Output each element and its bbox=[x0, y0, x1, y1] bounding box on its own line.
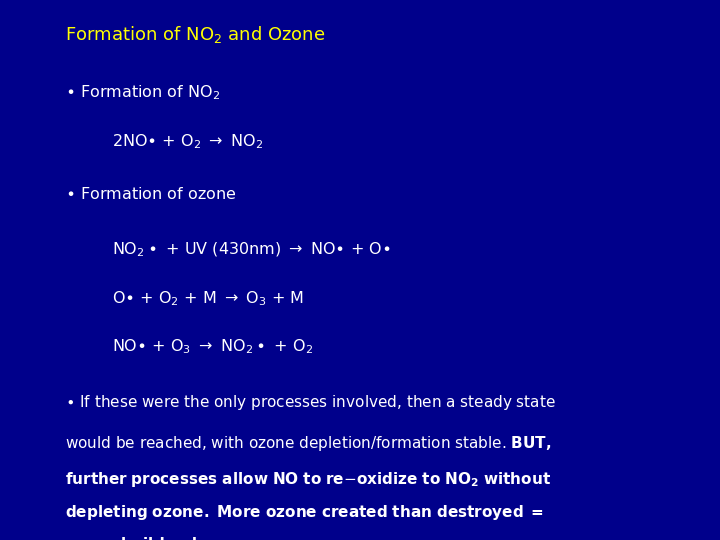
Text: $\bullet$ Formation of ozone: $\bullet$ Formation of ozone bbox=[65, 186, 236, 202]
Text: NO$\bullet$ + O$_3$ $\rightarrow$ NO$_2\bullet$ + O$_2$: NO$\bullet$ + O$_3$ $\rightarrow$ NO$_2\… bbox=[112, 338, 312, 356]
Text: Formation of NO$_2$ and Ozone: Formation of NO$_2$ and Ozone bbox=[65, 24, 325, 45]
Text: 2NO$\bullet$ + O$_2$ $\rightarrow$ NO$_2$: 2NO$\bullet$ + O$_2$ $\rightarrow$ NO$_2… bbox=[112, 132, 263, 151]
Text: $\mathbf{ozone\ build\ up!}$: $\mathbf{ozone\ build\ up!}$ bbox=[65, 535, 197, 540]
Text: $\mathbf{depleting\ ozone.\ More\ ozone\ created\ than\ destroyed\ =}$: $\mathbf{depleting\ ozone.\ More\ ozone\… bbox=[65, 503, 544, 522]
Text: $\bullet$ Formation of NO$_2$: $\bullet$ Formation of NO$_2$ bbox=[65, 84, 220, 103]
Text: $\bullet$ If these were the only processes involved, then a steady state: $\bullet$ If these were the only process… bbox=[65, 393, 556, 412]
Text: would be reached, with ozone depletion/formation stable. $\mathbf{BUT,}$: would be reached, with ozone depletion/f… bbox=[65, 434, 552, 453]
Text: O$\bullet$ + O$_2$ + M $\rightarrow$ O$_3$ + M: O$\bullet$ + O$_2$ + M $\rightarrow$ O$_… bbox=[112, 289, 304, 308]
Text: $\mathbf{further\ processes\ allow\ NO\ to\ re\mathsf{-}oxidize\ to\ NO_2\ witho: $\mathbf{further\ processes\ allow\ NO\ … bbox=[65, 470, 551, 489]
Text: NO$_2\bullet$ + UV (430nm) $\rightarrow$ NO$\bullet$ + O$\bullet$: NO$_2\bullet$ + UV (430nm) $\rightarrow$… bbox=[112, 240, 390, 259]
